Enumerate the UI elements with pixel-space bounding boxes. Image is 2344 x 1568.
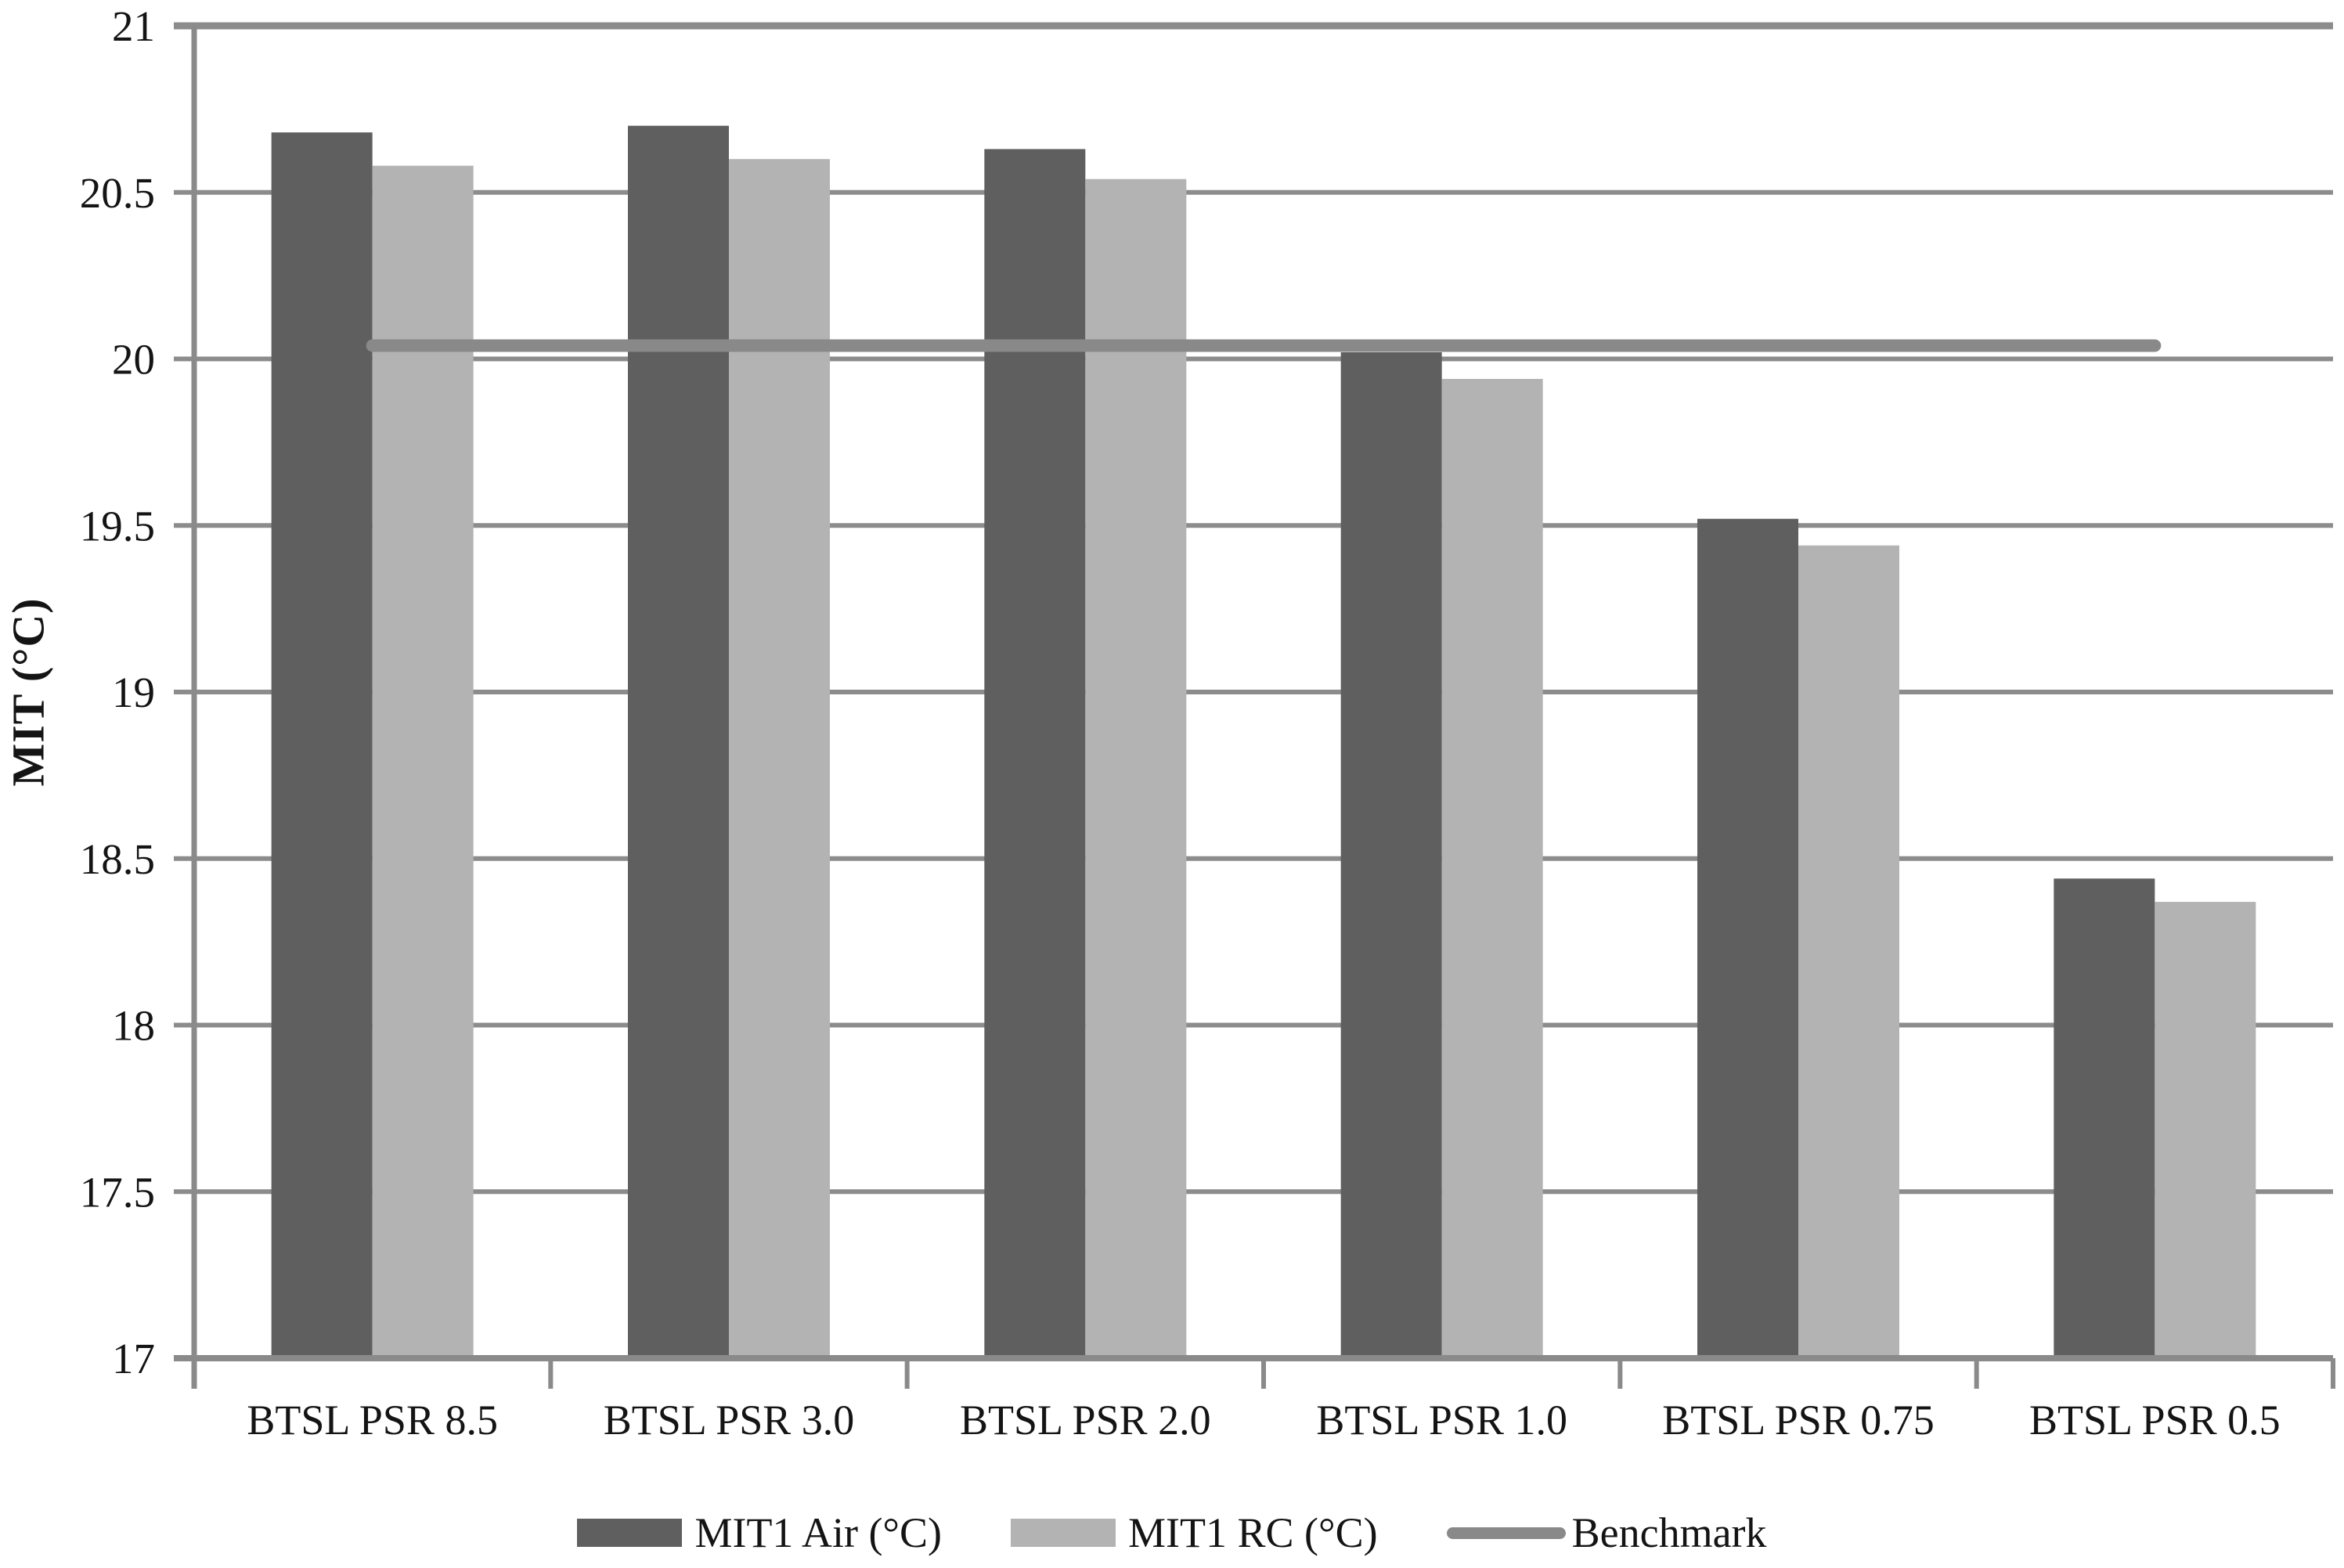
bar-mit1-air — [1340, 351, 1442, 1357]
chart-legend: MIT1 Air (°C) MIT1 RC (°C) Benchmark — [0, 1500, 2344, 1566]
legend-line-icon — [1446, 1527, 1566, 1539]
bar-mit1-air — [1697, 518, 1798, 1357]
x-category-label: BTSL PSR 3.0 — [604, 1397, 855, 1444]
bar-mit1-rc — [372, 165, 474, 1357]
bar-mit1-rc — [1441, 379, 1543, 1357]
bar-mit1-rc — [729, 159, 830, 1357]
bar-mit1-rc — [2155, 902, 2256, 1357]
y-tick-label: 17.5 — [80, 1168, 155, 1216]
y-tick-label: 20 — [112, 336, 155, 384]
y-tick-label: 18 — [112, 1002, 155, 1050]
y-tick-label: 19 — [112, 669, 155, 716]
y-tick-label: 21 — [112, 2, 155, 50]
bar-mit1-air — [271, 132, 373, 1357]
x-category-label: BTSL PSR 8.5 — [247, 1397, 498, 1444]
bar-mit1-air — [628, 125, 729, 1357]
x-category-label: BTSL PSR 0.75 — [1662, 1397, 1935, 1444]
bar-mit1-rc — [1798, 545, 1899, 1357]
legend-swatch-icon — [577, 1519, 683, 1547]
legend-label: Benchmark — [1571, 1509, 1767, 1556]
bar-mit1-air — [2054, 878, 2155, 1357]
x-category-label: BTSL PSR 2.0 — [960, 1397, 1211, 1444]
x-category-label: BTSL PSR 0.5 — [2029, 1397, 2281, 1444]
legend-label: MIT1 RC (°C) — [1128, 1509, 1378, 1556]
y-tick-label: 20.5 — [80, 169, 155, 217]
y-tick-label: 19.5 — [80, 502, 155, 550]
bar-mit1-rc — [1085, 178, 1187, 1357]
legend-item-benchmark: Benchmark — [1446, 1509, 1767, 1557]
y-tick-label: 18.5 — [80, 835, 155, 883]
legend-label: MIT1 Air (°C) — [694, 1509, 943, 1556]
y-axis-title: MIT (°C) — [2, 597, 54, 787]
x-category-label: BTSL PSR 1.0 — [1316, 1397, 1567, 1444]
y-tick-label: 17 — [112, 1335, 155, 1382]
legend-swatch-icon — [1011, 1519, 1116, 1547]
legend-item-mit1-air: MIT1 Air (°C) — [577, 1509, 942, 1557]
bar-mit1-air — [984, 149, 1086, 1357]
legend-item-mit1-rc: MIT1 RC (°C) — [1011, 1509, 1378, 1557]
